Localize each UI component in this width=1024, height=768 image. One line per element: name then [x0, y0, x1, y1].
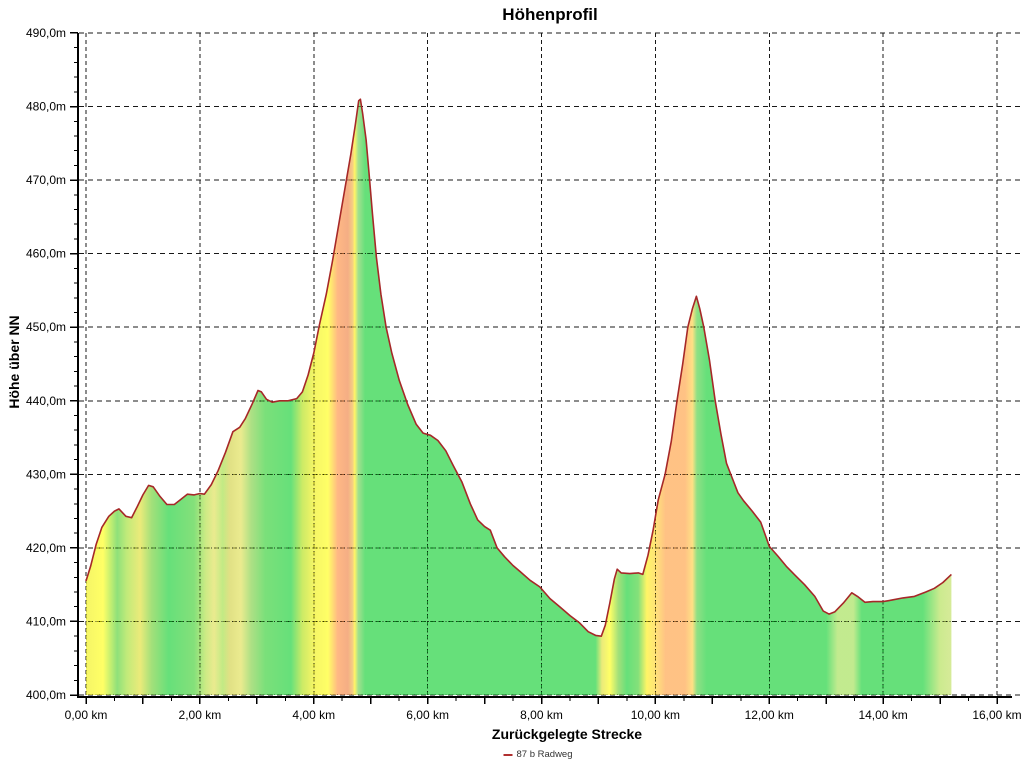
x-tick-label: 8,00 km	[520, 708, 563, 722]
x-tick-label: 2,00 km	[179, 708, 222, 722]
legend: 87 b Radweg	[503, 749, 573, 760]
y-axis-title: Höhe über NN	[6, 315, 22, 409]
y-tick-label: 480,0m	[26, 100, 66, 114]
x-axis-title: Zurückgelegte Strecke	[491, 726, 643, 742]
y-tick-label: 400,0m	[26, 688, 66, 702]
tick-labels: 400,0m 410,0m 420,0m 430,0m 440,0m 450,0m 460,…	[26, 26, 1022, 722]
y-tick-label: 410,0m	[26, 614, 66, 628]
x-tick-label: 6,00 km	[406, 708, 449, 722]
y-tick-label: 430,0m	[26, 467, 66, 481]
y-tick-label: 450,0m	[26, 320, 66, 334]
elevation-line	[85, 98, 952, 637]
x-tick-label: 4,00 km	[292, 708, 335, 722]
x-tick-label: 12,00 km	[745, 708, 794, 722]
x-tick-label: 14,00 km	[858, 708, 907, 722]
y-tick-label: 460,0m	[26, 247, 66, 261]
y-tick-label: 470,0m	[26, 173, 66, 187]
elevation-area	[86, 99, 952, 695]
axis-ticks	[70, 32, 998, 704]
chart-title: Höhenprofil	[502, 5, 598, 24]
x-tick-label: 10,00 km	[631, 708, 680, 722]
legend-line-marker	[503, 753, 513, 756]
y-tick-label: 490,0m	[26, 26, 66, 40]
y-tick-label: 440,0m	[26, 394, 66, 408]
x-tick-label: 0,00 km	[65, 708, 108, 722]
legend-label: 87 b Radweg	[516, 749, 573, 760]
x-tick-label: 16,00 km	[972, 708, 1021, 722]
y-tick-label: 420,0m	[26, 541, 66, 555]
